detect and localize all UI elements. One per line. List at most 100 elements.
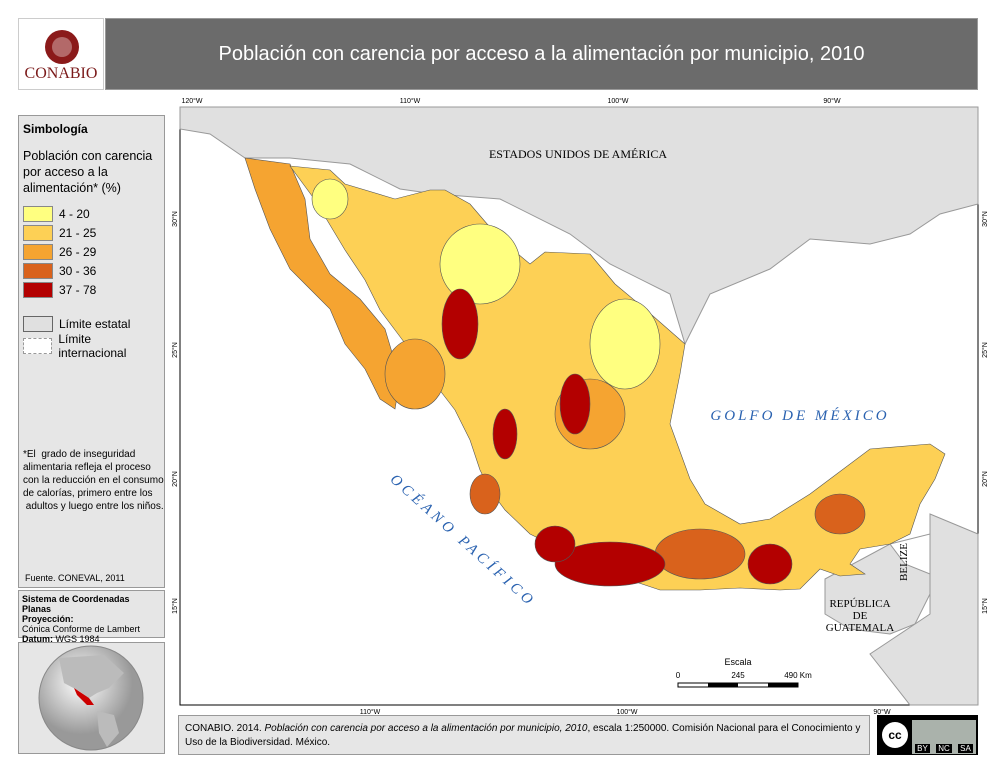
region [384, 338, 446, 410]
subtitle-line: Población con carencia [23, 149, 153, 163]
region [589, 298, 661, 390]
legend-item: 37 - 78 [23, 280, 160, 299]
lon-label: 110°W [360, 708, 381, 714]
note-line: de calorías, primero entre los [23, 488, 153, 499]
mexico [244, 157, 946, 591]
region [244, 157, 401, 410]
legend-item: 30 - 36 [23, 261, 160, 280]
note: *El grado de inseguridad alimentaria refl… [23, 448, 164, 513]
region [439, 223, 521, 305]
note-line: adultos y luego entre los niños. [23, 501, 164, 512]
region [554, 541, 666, 587]
logo-text: CONABIO [24, 65, 98, 82]
subtitle-line: por acceso a la [23, 165, 108, 179]
lon-label: 90°W [873, 708, 891, 714]
license-term: BY [915, 744, 930, 753]
footer-title: Población con carencia por acceso a la a… [264, 723, 588, 734]
datum-value: WGS 1984 [55, 634, 100, 644]
lon-label: 90°W [823, 97, 841, 105]
country-label: BELIZE [898, 543, 910, 581]
globe [38, 645, 144, 751]
scale-tick: 490 Km [784, 671, 812, 680]
note-line: *El grado de inseguridad [23, 449, 136, 460]
locator-globe [18, 642, 165, 754]
swatch [23, 281, 53, 298]
country-label: DE [853, 610, 868, 622]
proj-label: Proyección: [22, 614, 74, 624]
scale-tick: 245 [731, 671, 745, 680]
scale-bar: Escala 0 245 490 Km [676, 657, 812, 688]
license-terms: BY NC SA [912, 720, 976, 754]
swatch [23, 243, 53, 260]
title: Población con carencia por acceso a la a… [218, 42, 865, 65]
legend-item: 4 - 20 [23, 204, 160, 223]
lon-label: 110°W [400, 97, 421, 105]
swatch [23, 205, 53, 222]
header: Población con carencia por acceso a la a… [105, 18, 978, 90]
region [654, 528, 746, 580]
logo: CONABIO [18, 18, 104, 90]
region [311, 178, 349, 220]
footer-suffix: , escala 1:250000. Comisión Nacional par… [185, 723, 861, 748]
legend-item: 21 - 25 [23, 223, 160, 242]
country-label: GUATEMALA [826, 622, 894, 634]
lat-label: 15°N [171, 598, 179, 614]
legend-label: 26 - 29 [59, 244, 97, 259]
legend-label: 4 - 20 [59, 206, 90, 221]
scale-tick: 0 [676, 671, 681, 680]
lon-label: 100°W [616, 708, 637, 714]
note-line: con la reducción en el consumo [23, 475, 164, 486]
legend-item: 26 - 29 [23, 242, 160, 261]
note-line: alimentaria refleja el proceso [23, 462, 151, 473]
proj-value: Cónica Conforme de Lambert [22, 624, 141, 634]
country-label: REPÚBLICA [829, 598, 890, 610]
lat-label: 20°N [981, 471, 989, 487]
region [469, 473, 501, 515]
license-term: SA [958, 744, 973, 753]
lat-label: 25°N [171, 342, 179, 358]
lat-label: 30°N [981, 211, 989, 227]
subtitle-line: alimentación* (%) [23, 181, 121, 195]
region [747, 543, 793, 585]
graticule-labels: 120°W 110°W 100°W 90°W 110°W 100°W 90°W 30°N 30°… [171, 97, 989, 714]
legend-label: 37 - 78 [59, 282, 97, 297]
boundary-label: Límite internacional [58, 332, 127, 360]
footer-prefix: CONABIO. 2014. [185, 723, 265, 734]
logo-icon [45, 30, 79, 64]
land-context [179, 106, 979, 706]
datum-label: Datum: [22, 634, 53, 644]
lat-label: 30°N [171, 211, 179, 227]
lon-label: 120°W [181, 97, 202, 105]
boundary-label: Límite estatal [59, 317, 131, 331]
projection-box: Sistema de Coordenadas Planas Proyección… [18, 590, 165, 644]
license-term: NC [936, 744, 952, 753]
footer: CONABIO. 2014. Población con carencia po… [178, 715, 870, 755]
region [814, 493, 866, 535]
source: Fuente. CONEVAL, 2011 [25, 573, 125, 583]
legend-label: 30 - 36 [59, 263, 97, 278]
region [441, 288, 479, 360]
country-label: ESTADOS UNIDOS DE AMÉRICA [489, 147, 667, 161]
legend-label: 21 - 25 [59, 225, 97, 240]
legend-title: Simbología [23, 122, 88, 136]
swatch [23, 224, 53, 241]
lat-label: 20°N [171, 471, 179, 487]
lon-label: 100°W [607, 97, 628, 105]
region [559, 373, 591, 435]
region [492, 408, 518, 460]
cc-logo: cc [882, 722, 908, 748]
scale-title: Escala [724, 657, 751, 667]
license-badge: cc BY NC SA [877, 715, 978, 755]
boundary-legend: Límite estatal Límite internacional [23, 313, 160, 360]
map: ESTADOS UNIDOS DE AMÉRICA GOLFO DE MÉXIC… [171, 97, 989, 714]
proj-title: Sistema de Coordenadas Planas [22, 594, 130, 614]
legend-subtitle: Población con carencia por acceso a la ali… [23, 148, 160, 196]
lat-label: 25°N [981, 342, 989, 358]
lat-label: 15°N [981, 598, 989, 614]
sea-label: GOLFO DE MÉXICO [710, 407, 889, 424]
legend: Simbología Población con carencia por acc… [18, 115, 165, 588]
swatch [23, 262, 53, 279]
region [534, 525, 576, 563]
legend-classes: 4 - 20 21 - 25 26 - 29 30 - 36 37 - 78 [23, 204, 160, 299]
